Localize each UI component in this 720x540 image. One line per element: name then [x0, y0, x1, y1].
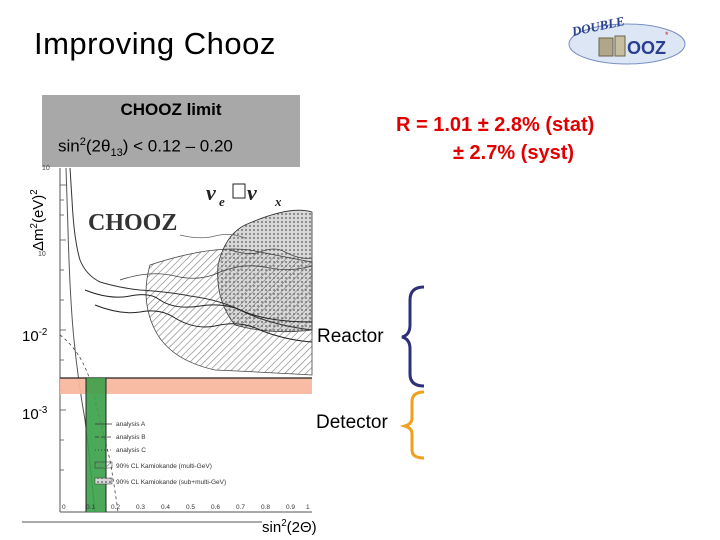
xlabel-prefix: sin — [262, 519, 282, 536]
legend-item: analysis A — [116, 421, 146, 428]
x-tick: 1 — [306, 504, 310, 511]
oscillation-sub-e: e — [219, 194, 225, 209]
legend-item: analysis B — [116, 434, 146, 441]
ylabel-prefix: Δm — [30, 228, 47, 251]
legend-item: analysis C — [116, 447, 146, 454]
result-box — [343, 100, 645, 172]
exclusion-plot: 10 CHOOZ ν e ν x analysis A analysis B a… — [22, 165, 425, 523]
chooz-limit-box — [42, 95, 300, 167]
legend-item: 90% CL Kamiokande (multi-GeV) — [116, 463, 212, 470]
x-tick: 0.9 — [286, 504, 295, 511]
oscillation-curve-5 — [179, 234, 246, 239]
limit-text-sub: 13 — [110, 147, 123, 160]
hatched-region — [145, 248, 313, 376]
chooz-limit-title: CHOOZ limit — [120, 100, 222, 119]
result-line-syst: ± 2.7% (syst) — [453, 142, 575, 164]
x-tick: 0.8 — [261, 504, 270, 511]
figure-legend: analysis A analysis B analysis C 90% CL … — [94, 421, 226, 486]
y-tick-10-3: 10-3 — [22, 405, 47, 423]
detector-band — [86, 378, 106, 512]
x-tick: 0.4 — [161, 504, 170, 511]
ylabel-mid: (eV) — [30, 194, 47, 224]
reactor-bracket — [401, 285, 425, 388]
y-tick-label-top: 10 — [42, 165, 50, 172]
svg-text:*: * — [665, 30, 669, 40]
oscillation-nu-x: ν — [247, 180, 257, 205]
svg-text:OOZ: OOZ — [627, 38, 666, 58]
x-tick: 0.1 — [86, 504, 95, 511]
detector-bracket — [399, 390, 425, 460]
tick-exp: -3 — [38, 405, 48, 416]
y-tick-10-2: 10-2 — [22, 327, 47, 345]
oscillation-curve-2 — [94, 304, 313, 343]
x-tick-labels: 0 0.1 0.2 0.3 0.4 0.5 0.6 0.7 0.8 0.9 1 — [62, 504, 310, 511]
double-chooz-logo: DOUBLE OOZ * — [568, 14, 686, 65]
figure-chooz-logo: CHOOZ — [88, 210, 177, 236]
chooz-limit-value: sin2(2θ13) < 0.12 – 0.20 — [58, 136, 233, 159]
oscillation-label: ν e ν x — [206, 180, 282, 209]
limit-text-mid: (2θ — [85, 136, 111, 156]
tick-exp: -2 — [38, 327, 48, 338]
x-axis-label: sin2(2Θ) — [262, 518, 317, 536]
oscillation-sub-x: x — [274, 194, 282, 209]
xlabel-suffix: (2Θ) — [286, 519, 317, 536]
x-tick: 0.3 — [136, 504, 145, 511]
xlabel-sup: 2 — [281, 518, 287, 529]
oscillation-arrow-box — [232, 183, 246, 199]
limit-text-prefix: sin — [58, 136, 80, 156]
y-tick-label-small: 10 — [38, 251, 46, 258]
x-tick: 0.7 — [236, 504, 245, 511]
tick-base: 10 — [22, 328, 39, 345]
ylabel-sup1: 2 — [29, 223, 40, 229]
oscillation-curve-4 — [229, 248, 313, 259]
x-tick: 0.2 — [111, 504, 120, 511]
legend-item: 90% CL Kamiokande (sub+multi-GeV) — [116, 479, 226, 486]
reactor-band — [60, 378, 312, 394]
x-tick: 0 — [62, 504, 66, 511]
ylabel-sup2: 2 — [29, 189, 40, 195]
result-line-stat: R = 1.01 ± 2.8% (stat) — [396, 114, 595, 136]
limit-text-sup: 2 — [79, 136, 86, 148]
detector-label: Detector — [316, 412, 388, 433]
oscillation-curve-3 — [119, 265, 313, 281]
oscillation-curve-1 — [84, 289, 313, 323]
reactor-label: Reactor — [317, 326, 384, 347]
oscillation-nu-e: ν — [206, 180, 216, 205]
tick-base: 10 — [22, 406, 39, 423]
x-tick: 0.6 — [211, 504, 220, 511]
page-title: Improving Chooz — [34, 26, 276, 61]
y-axis-label: Δm2(eV)2 — [29, 167, 47, 251]
y-tick-marks — [60, 184, 66, 471]
limit-text-suffix: ) < 0.12 – 0.20 — [122, 136, 233, 156]
x-tick: 0.5 — [186, 504, 195, 511]
